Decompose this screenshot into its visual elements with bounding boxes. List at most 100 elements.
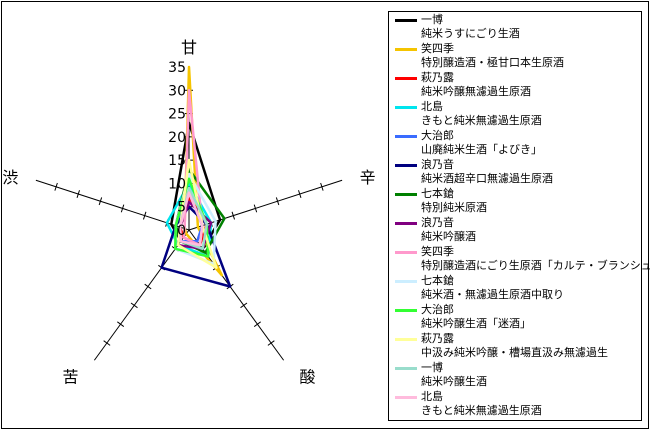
legend-series-name: 一博 [421, 361, 443, 374]
legend-series-desc: 純米吟醸生酒 [421, 374, 487, 388]
legend-series-name: 北島 [421, 390, 443, 403]
legend-text: 大治郎 山廃純米生酒「よびき」 [421, 129, 542, 156]
legend-series-desc: 中汲み純米吟醸・槽場直汲み無濾過生 [421, 345, 608, 359]
legend-series-desc: 純米うすにごり生酒 [421, 26, 520, 40]
axis-tick-3-15 [144, 283, 152, 290]
legend-text: 一博 純米吟醸生酒 [421, 361, 487, 388]
legend-series-desc: 純米酒・無濾過生原酒中取り [421, 287, 564, 301]
legend-text: 笑四季 特別醸造酒にごり生原酒「カルテ・ブランシュ」 [421, 245, 650, 272]
legend-item: 萩乃露 純米吟醸無濾過生原酒 [393, 71, 641, 100]
axis-label-2: 酸 [300, 367, 316, 386]
legend-item: 浪乃音 純米吟醸酒 [393, 216, 641, 245]
legend-item: 笑四季 特別醸造酒・極甘口本生原酒 [393, 42, 641, 71]
legend-swatch [395, 164, 417, 167]
radial-tick-label: 5 [177, 200, 186, 216]
legend-text: 笑四季 特別醸造酒・極甘口本生原酒 [421, 42, 564, 69]
legend-swatch [395, 367, 417, 370]
legend-item: 北島 きもと純米無濾過生原酒 [393, 390, 641, 419]
legend-item: 一博 純米吟醸生酒 [393, 361, 641, 390]
legend-item: 一博 純米うすにごり生酒 [393, 13, 641, 42]
legend-text: 大治郎 純米吟醸生酒「迷酒」 [421, 303, 531, 330]
legend-series-name: 浪乃音 [421, 216, 454, 229]
axis-tick-4-15 [120, 204, 125, 213]
legend-series-desc: 純米酒超辛口無濾過生原酒 [421, 171, 553, 185]
axis-label-3: 苦 [62, 367, 78, 386]
axis-line-3 [93, 229, 190, 361]
legend-series-desc: 特別純米原酒 [421, 200, 487, 214]
axis-line-4 [35, 179, 190, 231]
legend: 一博 純米うすにごり生酒 笑四季 特別醸造酒・極甘口本生原酒 萩乃露 純米吟醸無濾過生原酒… [388, 11, 650, 421]
axis-tick-2-25 [253, 321, 261, 327]
legend-swatch [395, 309, 417, 312]
legend-text: 七本鎗 特別純米原酒 [421, 187, 487, 214]
radial-tick-label: 30 [168, 83, 186, 99]
legend-text: 萩乃露 中汲み純米吟醸・槽場直汲み無濾過生 [421, 332, 608, 359]
series-line-13 [178, 191, 204, 247]
legend-series-desc: きもと純米無濾過生原酒 [421, 113, 542, 127]
axis-label-4: 渋 [2, 168, 18, 187]
legend-swatch [395, 77, 417, 80]
legend-swatch [395, 19, 417, 22]
legend-swatch [395, 106, 417, 109]
legend-series-name: 笑四季 [421, 245, 454, 258]
legend-text: 北島 きもと純米無濾過生原酒 [421, 390, 542, 417]
series-line-5 [160, 205, 232, 288]
legend-item: 北島 きもと純米無濾過生原酒 [393, 100, 641, 129]
radial-tick-label: 25 [168, 107, 186, 123]
legend-item: 浪乃音 純米酒超辛口無濾過生原酒 [393, 158, 641, 187]
axis-tick-1-15 [253, 204, 258, 213]
legend-item: 笑四季 特別醸造酒にごり生原酒「カルテ・ブランシュ」 [393, 245, 650, 274]
series-line-3 [165, 182, 213, 258]
legend-series-name: 萩乃露 [421, 71, 454, 84]
legend-series-desc: きもと純米無濾過生原酒 [421, 403, 542, 417]
axis-tick-2-30 [267, 340, 275, 346]
legend-series-name: 浪乃音 [421, 158, 454, 171]
axis-tick-4-20 [98, 197, 103, 206]
legend-series-name: 笑四季 [421, 42, 454, 55]
legend-swatch [395, 251, 417, 254]
legend-series-name: 大治郎 [421, 129, 454, 142]
legend-series-name: 七本鎗 [421, 274, 454, 287]
legend-series-desc: 特別醸造酒・極甘口本生原酒 [421, 55, 564, 69]
legend-text: 萩乃露 純米吟醸無濾過生原酒 [421, 71, 531, 98]
radial-tick-label: 10 [168, 176, 186, 192]
legend-item: 七本鎗 純米酒・無濾過生原酒中取り [393, 274, 641, 303]
legend-swatch [395, 193, 417, 196]
legend-item: 大治郎 山廃純米生酒「よびき」 [393, 129, 641, 158]
legend-series-name: 萩乃露 [421, 332, 454, 345]
legend-swatch [395, 280, 417, 283]
radial-tick-label: 20 [168, 130, 186, 146]
axis-tick-4-10 [142, 211, 147, 220]
radial-tick-label: 15 [168, 153, 186, 169]
legend-series-desc: 純米吟醸無濾過生原酒 [421, 84, 531, 98]
legend-text: 七本鎗 純米酒・無濾過生原酒中取り [421, 274, 564, 301]
axis-label-0: 甘 [181, 38, 197, 57]
legend-series-name: 大治郎 [421, 303, 454, 316]
legend-series-desc: 純米吟醸生酒「迷酒」 [421, 316, 531, 330]
legend-text: 浪乃音 純米酒超辛口無濾過生原酒 [421, 158, 553, 185]
legend-text: 浪乃音 純米吟醸酒 [421, 216, 476, 243]
axis-label-1: 辛 [360, 168, 376, 187]
legend-swatch [395, 338, 417, 341]
legend-swatch [395, 222, 417, 225]
legend-series-name: 一博 [421, 13, 443, 26]
legend-series-name: 七本鎗 [421, 187, 454, 200]
legend-item: 萩乃露 中汲み純米吟醸・槽場直汲み無濾過生 [393, 332, 641, 361]
radial-tick-label: 0 [177, 223, 186, 239]
axis-tick-1-25 [298, 190, 302, 198]
axis-tick-4-25 [76, 190, 80, 198]
legend-series-desc: 特別醸造酒にごり生原酒「カルテ・ブランシュ」 [421, 258, 650, 272]
axis-tick-1-30 [320, 182, 324, 191]
axis-tick-3-30 [103, 340, 111, 346]
legend-swatch [395, 135, 417, 138]
axis-tick-3-25 [117, 321, 125, 327]
legend-series-desc: 純米吟醸酒 [421, 229, 476, 243]
radial-tick-label: 35 [168, 60, 186, 76]
legend-text: 一博 純米うすにごり生酒 [421, 13, 520, 40]
axis-tick-1-20 [275, 197, 280, 206]
legend-series-desc: 山廃純米生酒「よびき」 [421, 142, 542, 156]
legend-swatch [395, 396, 417, 399]
legend-item: 大治郎 純米吟醸生酒「迷酒」 [393, 303, 641, 332]
